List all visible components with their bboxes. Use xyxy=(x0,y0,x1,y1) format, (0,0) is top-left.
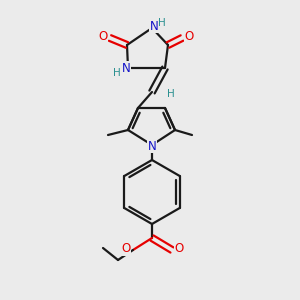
Text: H: H xyxy=(158,18,166,28)
Text: N: N xyxy=(148,140,156,152)
Text: O: O xyxy=(98,29,108,43)
Text: H: H xyxy=(113,68,121,78)
Text: O: O xyxy=(174,242,184,256)
Text: N: N xyxy=(122,61,130,74)
Text: O: O xyxy=(184,29,194,43)
Text: O: O xyxy=(122,242,130,256)
Text: H: H xyxy=(167,89,175,99)
Text: N: N xyxy=(150,20,158,32)
